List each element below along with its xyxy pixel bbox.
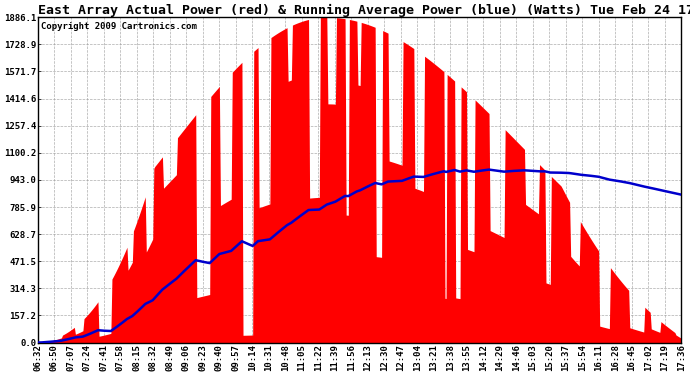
Text: Copyright 2009 Cartronics.com: Copyright 2009 Cartronics.com	[41, 22, 197, 31]
Text: East Array Actual Power (red) & Running Average Power (blue) (Watts) Tue Feb 24 : East Array Actual Power (red) & Running …	[38, 4, 690, 17]
